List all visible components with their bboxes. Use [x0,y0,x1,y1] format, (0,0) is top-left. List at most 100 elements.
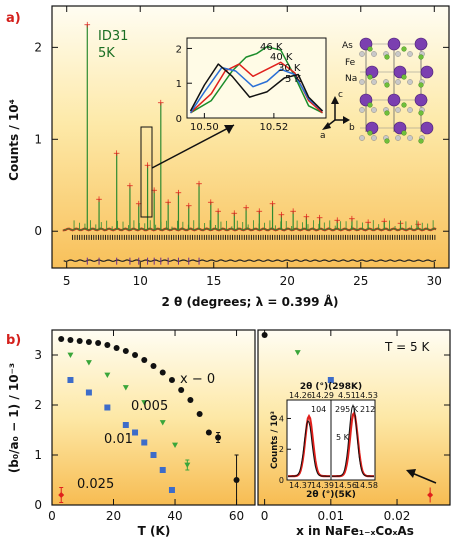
na-atom [387,93,401,107]
panel-b2-xlabel: x in NaFe₁₋ₓCoₓAs [296,524,414,538]
data-point [215,434,222,441]
peak-marker: + [364,218,372,228]
difference-curve [63,259,437,262]
as-atom [384,138,390,144]
inset-peak-curve [332,404,374,477]
peak-marker: + [414,220,422,230]
panel-a-zoom-arrowhead [224,125,234,134]
data-point [233,477,240,483]
series-label-0025: 0.025 [77,477,114,492]
panel-a-annotation-2: 5K [98,46,115,61]
x-tick-label: 25 [353,274,368,288]
structure-axes [322,96,350,130]
inset-b2-label-295k: 295 K [335,405,359,414]
as-atom [401,102,407,108]
data-point [168,487,175,493]
panel-b2-series [261,332,434,503]
y-tick-label: 2 [34,398,42,412]
panel-b-ylabel: (b₀/a₀ − 1) / 10⁻³ [7,363,21,473]
data-point [141,439,148,446]
data-point [85,360,92,366]
data-point [132,352,139,358]
data-point [58,336,65,342]
series-label-0005: 0.005 [131,399,168,414]
data-point [104,372,111,378]
panel-b-plot-area [51,329,256,506]
x-tick-label: 5 [63,274,71,288]
data-point [150,363,157,369]
panel-b-xlabel: T (K) [138,524,171,538]
as-atom [418,138,424,144]
x-tick-label: 15 [206,274,221,288]
inset-y-tick-label: 2 [279,445,284,454]
na-atom [420,121,434,135]
peak-marker: + [289,207,297,217]
na-atom [414,93,428,107]
x-tick-label: 0.02 [384,509,411,523]
peak-marker: + [256,207,264,217]
inset-x-tick-label: 10.52 [260,122,289,133]
data-point [67,337,74,343]
inset-b2-peak-label-212: 212 [360,405,375,414]
structure-label-c: c [338,90,343,100]
inset-series [189,63,324,112]
x-tick-label: 10 [133,274,148,288]
structure-label-a: a [320,131,326,141]
data-point [168,377,175,383]
inset-x-tick-label: 10.50 [190,122,219,133]
x-tick-label: 60 [229,509,244,523]
peak-marker: + [135,200,143,210]
y-tick-label: 3 [34,348,42,362]
fe-atom [395,107,401,113]
peak-marker: + [150,186,158,196]
as-atom [384,54,390,60]
data-point [85,339,92,345]
as-atom [367,46,373,52]
data-point [141,400,148,406]
inset-b2-ylabel: Counts / 10³ [270,411,280,469]
as-atom [367,130,373,136]
x-tick-label: 0.01 [317,509,344,523]
data-point [172,442,179,448]
peak-marker: + [303,213,311,223]
fe-atom [407,135,413,141]
inset-series [190,45,323,114]
inset-b2-right-tick-top-2: 14.53 [355,391,378,400]
fe-atom [359,107,365,113]
inset-series-label: 46 K [260,42,283,53]
x-tick-label: 40 [167,509,182,523]
as-atom [401,74,407,80]
fe-atom [371,51,377,57]
peak-marker: + [113,149,121,159]
peak-marker: + [195,179,203,189]
data-point [58,492,65,498]
fe-atom [407,107,413,113]
data-point [122,385,129,391]
data-point [67,352,74,358]
inset-series-label: 5 K [285,74,302,85]
data-point [184,462,191,468]
peak-marker: + [316,213,324,223]
inset-b2-left-tick-bottom-2: 14.39 [311,481,334,490]
data-point [104,404,111,411]
data-point [95,340,102,346]
x-tick-label: 0 [261,509,269,523]
as-atom [401,46,407,52]
inset-b2-right-tick-bottom-1: 14.56 [334,481,357,490]
panel-a-inset: 10.50 10.52 0 1 2 46 K40 K30 K5 K [176,42,324,133]
na-atom [387,37,401,51]
peak-marker: + [242,203,250,213]
inset-y-tick-label: 4 [279,414,284,423]
peak-marker: + [126,181,134,191]
y-tick-label: 0 [34,498,42,512]
panel-a-inset-area [186,37,327,119]
peak-marker: + [348,214,356,224]
fe-atom [371,107,377,113]
data-point [294,350,301,356]
data-point [76,338,83,344]
peak-marker: + [185,201,193,211]
data-point [150,452,157,458]
structure-label-as: As [342,41,353,51]
crystal-structure-illustration [359,37,434,144]
